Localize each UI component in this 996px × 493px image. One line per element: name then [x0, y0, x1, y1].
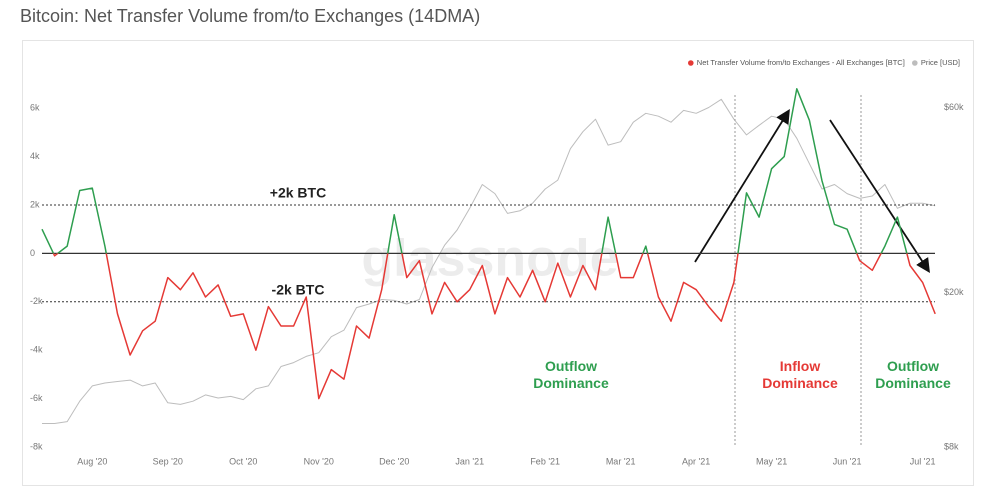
- reference-label: +2k BTC: [270, 185, 326, 201]
- legend-label: Net Transfer Volume from/to Exchanges - …: [697, 58, 905, 67]
- y-tick-label: -8k: [30, 441, 43, 451]
- arrow: [829, 119, 930, 274]
- legend-marker: [687, 60, 694, 66]
- chart-title: Bitcoin: Net Transfer Volume from/to Exc…: [20, 6, 481, 26]
- x-tick-label: Nov '20: [304, 456, 334, 466]
- chart-card: [22, 40, 974, 486]
- y-tick-label: 4k: [30, 151, 40, 161]
- series-line-negative: [52, 253, 936, 400]
- y2-tick-label: $20k: [944, 287, 964, 297]
- y2-tick-label: $8k: [944, 441, 959, 451]
- legend-label: Price [USD]: [921, 58, 960, 67]
- x-tick-label: Dec '20: [379, 456, 409, 466]
- annotation: Outflow Dominance: [533, 358, 609, 391]
- legend-marker: [912, 60, 918, 66]
- y2-tick-label: $60k: [944, 102, 964, 112]
- x-tick-label: Apr '21: [682, 456, 710, 466]
- watermark: glassnode: [361, 230, 618, 288]
- y-tick-label: -6k: [30, 393, 43, 403]
- x-tick-label: Mar '21: [606, 456, 636, 466]
- series-line-positive: [41, 88, 908, 254]
- y-tick-label: 2k: [30, 199, 40, 209]
- x-tick-label: Feb '21: [530, 456, 560, 466]
- y-tick-label: -2k: [30, 296, 43, 306]
- annotation: Outflow Dominance: [875, 358, 951, 391]
- x-tick-label: Aug '20: [77, 456, 107, 466]
- y-tick-label: -4k: [30, 345, 43, 355]
- x-tick-label: Jul '21: [910, 456, 936, 466]
- x-tick-label: Jun '21: [833, 456, 862, 466]
- annotation: Inflow Dominance: [762, 358, 838, 391]
- x-tick-label: Oct '20: [229, 456, 257, 466]
- x-tick-label: May '21: [756, 456, 787, 466]
- x-tick-label: Jan '21: [455, 456, 484, 466]
- x-tick-label: Sep '20: [153, 456, 183, 466]
- y-tick-label: 6k: [30, 103, 40, 113]
- arrow: [694, 108, 790, 263]
- reference-label: -2k BTC: [272, 282, 325, 298]
- y-tick-label: 0: [30, 248, 35, 258]
